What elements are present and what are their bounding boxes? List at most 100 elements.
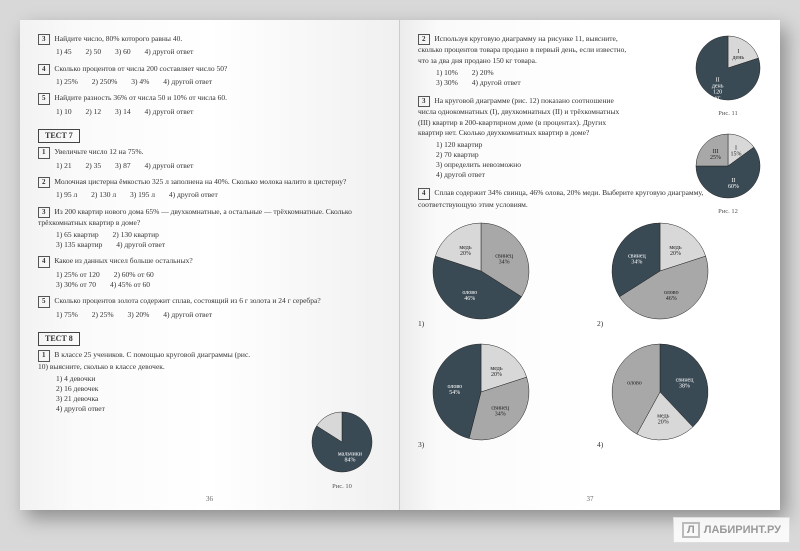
- q3-o3: 3) 60: [115, 47, 131, 56]
- rq4-text: Сплав содержит 34% свинца, 46% олова, 20…: [418, 188, 703, 208]
- q5-text: Найдите разность 36% от числа 50 и 10% о…: [54, 93, 227, 102]
- pie-grid: 1) свинец34%олово46%медь20% 2) медь20%ол…: [418, 216, 762, 450]
- q5-o3: 3) 14: [115, 107, 131, 116]
- t7q3-o2: 2) 130 квартир: [112, 230, 158, 239]
- q5-o1: 1) 10: [56, 107, 72, 116]
- pie4-2: 2) медь20%олово46%свинец34%: [597, 216, 762, 329]
- test8-header: ТЕСТ 8: [38, 332, 80, 347]
- pie10-svg: мальчики84%: [307, 407, 377, 477]
- pie4d-svg: свинец38%медь20%олово: [605, 337, 715, 447]
- t8q1-opts: 1) 4 девочки 2) 16 девочек 3) 21 девочка…: [56, 374, 251, 415]
- q5: 5 Найдите разность 36% от числа 50 и 10%…: [38, 93, 381, 117]
- q4-o1: 1) 25%: [56, 77, 78, 86]
- rq4-num: 4: [418, 188, 430, 199]
- pagenum-left: 36: [206, 495, 213, 504]
- pie4c-svg: медь20%свинец34%олово54%: [426, 337, 536, 447]
- pie10-caption: Рис. 10: [307, 483, 377, 492]
- watermark: ЛЛАБИРИНТ.РУ: [673, 517, 790, 543]
- q3: 3 Найдите число, 80% которого равны 40. …: [38, 34, 381, 58]
- rq3-o1: 1) 120 квартир: [436, 140, 482, 149]
- q4-text: Сколько процентов от числа 200 составляе…: [54, 64, 227, 73]
- t7q3-text: Из 200 квартир нового дома 65% — двухком…: [38, 207, 352, 227]
- q3-o1: 1) 45: [56, 47, 72, 56]
- rq3-o3: 3) определить невозможно: [436, 160, 521, 169]
- q3-text: Найдите число, 80% которого равны 40.: [54, 34, 182, 43]
- q5-o4: 4) другой ответ: [145, 107, 194, 116]
- t7q2-o2: 2) 130 л: [91, 190, 116, 199]
- t7q5-o2: 2) 25%: [92, 310, 114, 319]
- t7q2: 2 Молочная цистерна ёмкостью 325 л запол…: [38, 177, 381, 201]
- pie4-3: 3) медь20%свинец34%олово54%: [418, 337, 583, 450]
- pie12-svg: I15%II60%III25%: [692, 130, 764, 202]
- svg-text:медь20%: медь20%: [657, 414, 669, 426]
- t7q2-o4: 4) другой ответ: [169, 190, 218, 199]
- svg-text:олово46%: олово46%: [463, 290, 478, 302]
- t7q5-o3: 3) 20%: [128, 310, 150, 319]
- t7q1: 1 Увеличьте число 12 на 75%. 1) 21 2) 35…: [38, 147, 381, 171]
- t7q5-text: Сколько процентов золота содержит сплав,…: [54, 296, 320, 305]
- svg-text:медь20%: медь20%: [460, 245, 472, 257]
- svg-text:олово54%: олово54%: [448, 384, 463, 396]
- q5-opts: 1) 10 2) 12 3) 14 4) другой ответ: [56, 107, 381, 117]
- q4-o4: 4) другой ответ: [163, 77, 212, 86]
- page-left: 3 Найдите число, 80% которого равны 40. …: [20, 20, 400, 510]
- q3-o2: 2) 50: [86, 47, 102, 56]
- q4-opts: 1) 25% 2) 250% 3) 4% 4) другой ответ: [56, 77, 381, 87]
- rq3-o2: 2) 70 квартир: [436, 150, 479, 159]
- pie4b-svg: медь20%олово46%свинец34%: [605, 216, 715, 326]
- q4-o3: 3) 4%: [131, 77, 149, 86]
- t7q1-o3: 3) 87: [115, 161, 131, 170]
- t7q1-opts: 1) 21 2) 35 3) 87 4) другой ответ: [56, 161, 381, 171]
- rq3-o4: 4) другой ответ: [436, 170, 485, 179]
- t7q1-o2: 2) 35: [86, 161, 102, 170]
- t7q3: 3 Из 200 квартир нового дома 65% — двухк…: [38, 207, 381, 251]
- q3-num: 3: [38, 34, 50, 45]
- pie11-svg: IденьIIдень120кг: [692, 32, 764, 104]
- t8q1-o1: 1) 4 девочки: [56, 374, 95, 383]
- rq2-o3: 3) 30%: [436, 78, 458, 87]
- t7q4-num: 4: [38, 256, 50, 267]
- t7q3-o3: 3) 135 квартир: [56, 240, 102, 249]
- t7q2-o1: 1) 95 л: [56, 190, 77, 199]
- t7q1-o1: 1) 21: [56, 161, 72, 170]
- rq2-o1: 1) 10%: [436, 68, 458, 77]
- rq2-o2: 2) 20%: [472, 68, 494, 77]
- svg-text:медь20%: медь20%: [670, 245, 682, 257]
- pie-fig10: мальчики84% Рис. 10: [307, 407, 377, 492]
- t7q2-num: 2: [38, 177, 50, 188]
- rq3-text: На круговой диаграмме (рис. 12) показано…: [418, 96, 619, 137]
- q3-o4: 4) другой ответ: [145, 47, 194, 56]
- rq2-text: Используя круговую диаграмму на рисунке …: [418, 34, 626, 65]
- t7q3-o4: 4) другой ответ: [116, 240, 165, 249]
- t7q4-text: Какое из данных чисел больше остальных?: [54, 256, 192, 265]
- pie12-caption: Рис. 12: [692, 208, 764, 217]
- pagenum-right: 37: [587, 495, 594, 504]
- pie4-4-n: 4): [597, 440, 603, 449]
- rq3-opts: 1) 120 квартир 2) 70 квартир 3) определи…: [436, 140, 631, 181]
- svg-text:олово: олово: [627, 381, 642, 387]
- q5-o2: 2) 12: [86, 107, 102, 116]
- t7q4-o4: 4) 45% от 60: [110, 280, 150, 289]
- svg-text:олово46%: олово46%: [664, 290, 679, 302]
- pie4-4: 4) свинец38%медь20%олово: [597, 337, 762, 450]
- q5-num: 5: [38, 93, 50, 104]
- watermark-icon: Л: [682, 522, 700, 538]
- t7q1-text: Увеличьте число 12 на 75%.: [54, 147, 143, 156]
- test7-header: ТЕСТ 7: [38, 129, 80, 144]
- t7q3-opts: 1) 65 квартир 2) 130 квартир 3) 135 квар…: [56, 230, 381, 250]
- t7q5: 5 Сколько процентов золота содержит спла…: [38, 296, 381, 320]
- pie4-1: 1) свинец34%олово46%медь20%: [418, 216, 583, 329]
- t7q4: 4 Какое из данных чисел больше остальных…: [38, 256, 381, 290]
- t8q1-o2: 2) 16 девочек: [56, 384, 98, 393]
- rq2-o4: 4) другой ответ: [472, 78, 521, 87]
- t8q1: 1 В классе 25 учеников. С помощью кругов…: [38, 350, 381, 414]
- pie4-1-n: 1): [418, 319, 424, 328]
- t7q5-opts: 1) 75% 2) 25% 3) 20% 4) другой ответ: [56, 310, 381, 320]
- t7q3-o1: 1) 65 квартир: [56, 230, 99, 239]
- t8q1-o4: 4) другой ответ: [56, 404, 105, 413]
- rq2-opts: 1) 10% 2) 20% 3) 30% 4) другой ответ: [436, 68, 631, 88]
- rq2-num: 2: [418, 34, 430, 45]
- t7q2-text: Молочная цистерна ёмкостью 325 л заполне…: [54, 177, 346, 186]
- svg-text:медь20%: медь20%: [491, 366, 503, 378]
- t7q5-o1: 1) 75%: [56, 310, 78, 319]
